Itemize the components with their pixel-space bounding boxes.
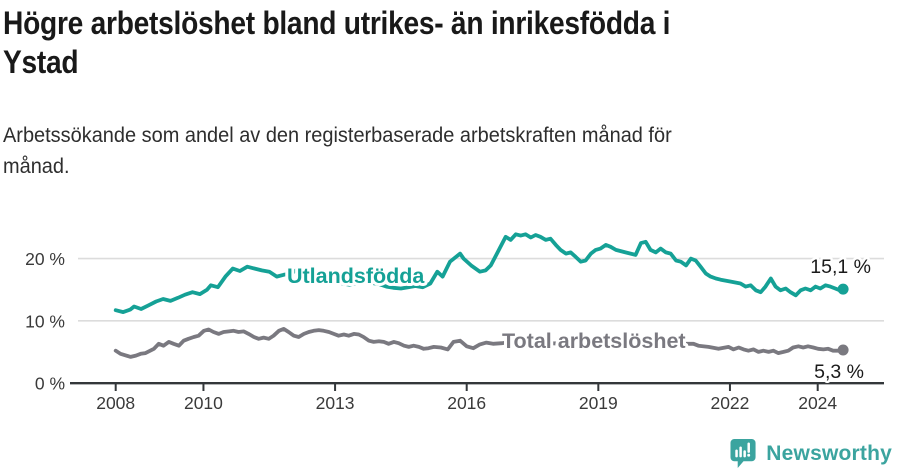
x-axis: 2008 2010 2013 2016 2019 2022 2024 (70, 382, 884, 413)
end-value-label-utlandsfodda: 15,1 % (810, 256, 871, 278)
newsworthy-brand-text: Newsworthy (766, 441, 892, 465)
y-tick-label: 0 % (35, 374, 65, 394)
page-title: Högre arbetslöshet bland utrikes- än inr… (3, 4, 670, 82)
series-label-utlandsfodda: Utlandsfödda (287, 264, 425, 288)
x-tick-label: 2022 (710, 393, 749, 413)
chart-subtitle: Arbetssökande som andel av den registerb… (3, 120, 672, 182)
x-tick-label: 2008 (96, 393, 135, 413)
x-tick-label: 2013 (316, 393, 355, 413)
x-tick-label: 2024 (798, 393, 837, 413)
series-end-dot-total (837, 344, 849, 356)
page-title-line2: Ystad (3, 44, 79, 80)
newsworthy-logo[interactable]: Newsworthy (730, 438, 892, 469)
chart-subtitle-line2: månad. (3, 155, 70, 178)
x-tick-label: 2010 (184, 393, 223, 413)
x-tick-label: 2016 (447, 393, 486, 413)
x-tick-label: 2019 (579, 393, 618, 413)
series-end-dot-utlandsfodda (837, 283, 849, 295)
series-line-total (113, 326, 845, 359)
end-value-label-total: 5,3 % (814, 361, 864, 383)
grid-layer: 0 % 10 % 20 % (25, 249, 884, 394)
series-layer (113, 232, 849, 359)
series-label-total: Total arbetslöshet (502, 329, 686, 353)
page-title-line1: Högre arbetslöshet bland utrikes- än inr… (3, 5, 671, 41)
y-tick-label: 10 % (25, 311, 65, 331)
newsworthy-icon (730, 439, 756, 468)
y-tick-label: 20 % (25, 249, 65, 269)
chart-subtitle-line1: Arbetssökande som andel av den registerb… (3, 124, 672, 147)
series-line-utlandsfodda (113, 232, 845, 315)
